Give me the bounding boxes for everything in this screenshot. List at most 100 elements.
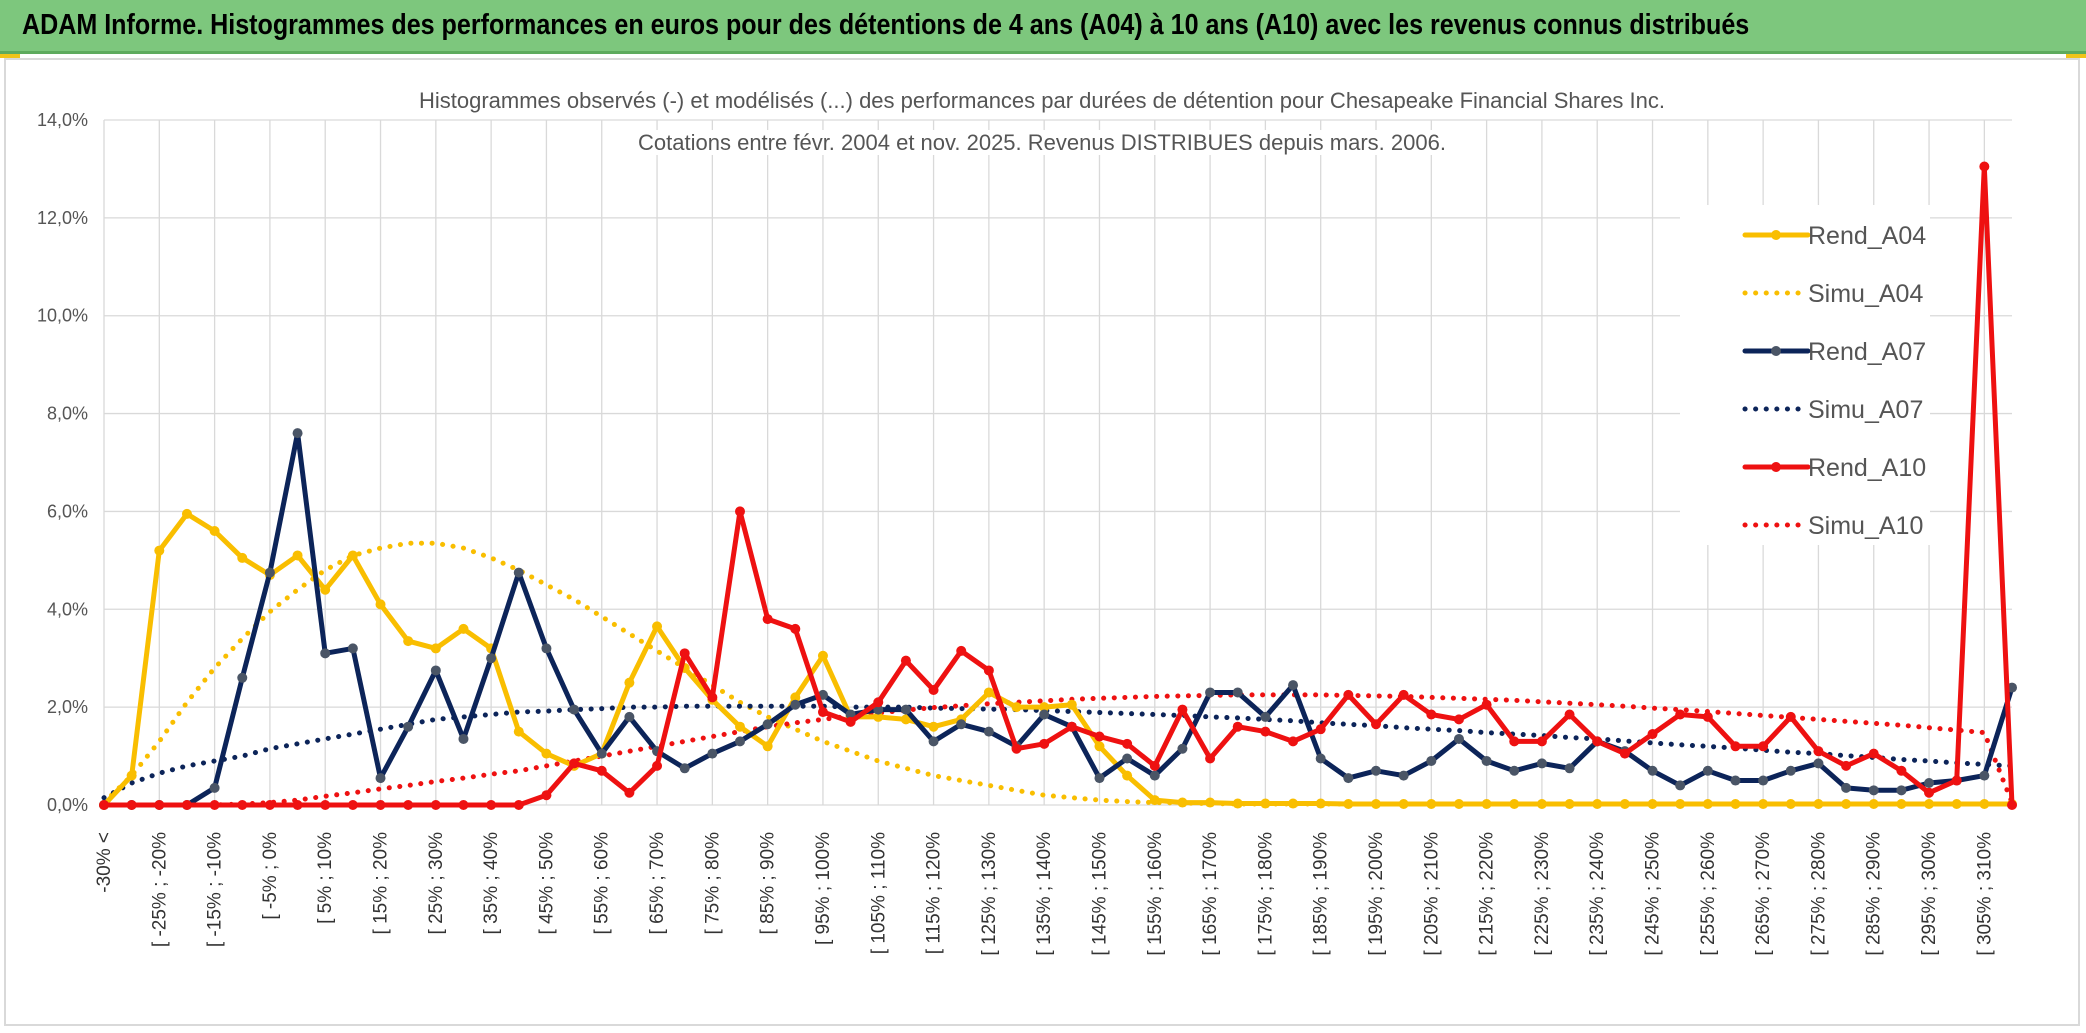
data-point-rend_a07	[347, 643, 358, 654]
data-point-rend_a04	[1453, 799, 1464, 810]
data-point-rend_a07	[1702, 765, 1713, 776]
data-point-rend_a10	[1481, 699, 1492, 710]
data-point-rend_a10	[652, 760, 663, 771]
x-tick-label: [ 185% ; 190%	[1311, 832, 1332, 956]
x-tick-label: [ 255% ; 260%	[1698, 832, 1719, 956]
chart-subtitle: Cotations entre févr. 2004 et nov. 2025.…	[638, 130, 1446, 155]
data-point-rend_a04	[1371, 799, 1381, 810]
data-point-rend_a04	[1675, 799, 1686, 810]
data-point-rend_a07	[1149, 770, 1160, 781]
x-tick-label: -30% <	[94, 832, 115, 893]
data-point-rend_a07	[1205, 687, 1216, 698]
data-point-rend_a10	[1896, 765, 1907, 776]
data-point-rend_a10	[264, 800, 275, 810]
series-line-rend_a04	[101, 511, 2015, 808]
data-point-rend_a04	[790, 692, 801, 703]
x-tick-label: [ 95% ; 100%	[813, 832, 834, 945]
data-point-rend_a07	[928, 736, 939, 747]
x-tick-label: [ 305% ; 310%	[1974, 832, 1995, 956]
data-point-rend_a04	[1177, 797, 1188, 808]
data-point-rend_a07	[790, 699, 801, 710]
x-tick-label: [ 115% ; 120%	[924, 832, 945, 954]
data-point-rend_a07	[1288, 680, 1299, 691]
data-point-rend_a10	[347, 800, 358, 810]
data-point-rend_a10	[1813, 746, 1824, 757]
y-tick-label: 14,0%	[37, 110, 88, 130]
data-point-rend_a04	[237, 552, 248, 563]
y-tick-label: 6,0%	[47, 501, 88, 521]
x-tick-label: [ 135% ; 140%	[1034, 832, 1055, 956]
data-point-rend_a07	[707, 748, 718, 759]
data-point-rend_a04	[873, 711, 884, 722]
x-tick-label: [ 15% ; 20%	[371, 832, 392, 935]
series-line-simu_a10	[101, 692, 2015, 808]
x-tick-label: [ 225% ; 230%	[1532, 832, 1553, 956]
x-tick-label: [ 285% ; 290%	[1864, 832, 1885, 956]
chart-frame	[4, 58, 2080, 1026]
data-point-rend_a10	[1536, 736, 1547, 747]
data-point-rend_a04	[1011, 702, 1022, 713]
data-point-rend_a04	[1232, 798, 1243, 809]
x-tick-label: [ -15% ; -10%	[205, 832, 226, 947]
title-background	[634, 130, 1450, 155]
data-point-rend_a04	[1149, 795, 1160, 806]
data-point-rend_a10	[569, 758, 580, 769]
data-point-rend_a10	[1564, 709, 1575, 720]
data-point-rend_a10	[209, 800, 220, 810]
data-point-rend_a04	[375, 599, 386, 610]
data-point-rend_a04	[1343, 799, 1354, 810]
x-tick-label: [ 165% ; 170%	[1200, 832, 1221, 956]
data-point-rend_a10	[1979, 161, 1990, 172]
data-point-rend_a10	[430, 800, 441, 810]
x-tick-label: [ 295% ; 300%	[1919, 832, 1940, 956]
data-point-rend_a07	[403, 721, 414, 732]
data-point-rend_a07	[1979, 770, 1990, 781]
data-point-rend_a04	[1288, 798, 1299, 809]
x-tick-label: [ 145% ; 150%	[1089, 832, 1110, 956]
data-point-rend_a04	[513, 726, 524, 737]
data-point-rend_a10	[928, 685, 939, 696]
data-point-rend_a04	[652, 621, 663, 632]
data-point-rend_a10	[458, 800, 469, 810]
data-point-rend_a07	[1647, 765, 1658, 776]
x-tick-label: [ 155% ; 160%	[1145, 832, 1166, 956]
data-point-rend_a10	[1951, 775, 1962, 786]
legend-label-rend_a07: Rend_A07	[1808, 338, 1926, 366]
data-point-rend_a04	[1564, 799, 1575, 810]
data-point-rend_a07	[1039, 709, 1050, 720]
data-point-rend_a07	[430, 665, 441, 676]
data-point-rend_a07	[264, 567, 275, 578]
x-tick-label: [ 195% ; 200%	[1366, 832, 1387, 956]
x-tick-label: [ 55% ; 60%	[592, 832, 613, 935]
y-tick-label: 10,0%	[37, 306, 88, 326]
series-line-simu_a04	[101, 540, 2015, 807]
data-point-rend_a04	[209, 526, 220, 536]
data-point-rend_a04	[1066, 699, 1077, 710]
y-tick-label: 8,0%	[47, 404, 88, 424]
x-tick-label: [ 25% ; 30%	[426, 832, 447, 935]
data-point-rend_a07	[1536, 758, 1547, 769]
data-point-rend_a04	[320, 584, 331, 595]
data-point-rend_a10	[1232, 721, 1243, 732]
data-point-rend_a07	[569, 704, 580, 715]
data-point-rend_a04	[1924, 799, 1935, 810]
y-tick-label: 0,0%	[47, 795, 88, 815]
data-point-rend_a04	[735, 721, 745, 732]
data-point-rend_a10	[2007, 800, 2017, 810]
data-point-rend_a04	[762, 741, 773, 752]
data-point-rend_a10	[1371, 719, 1381, 730]
x-tick-label: [ 235% ; 240%	[1587, 832, 1608, 956]
data-point-rend_a10	[1343, 689, 1354, 700]
data-point-rend_a07	[1232, 687, 1243, 698]
data-point-rend_a10	[154, 800, 165, 810]
data-point-rend_a10	[1260, 726, 1271, 737]
data-point-rend_a07	[1343, 773, 1354, 784]
data-point-rend_a04	[181, 508, 192, 519]
data-point-rend_a10	[900, 655, 911, 666]
data-point-rend_a07	[900, 704, 911, 715]
data-point-rend_a10	[1619, 748, 1630, 759]
data-point-rend_a04	[1813, 799, 1824, 810]
data-point-rend_a10	[817, 707, 828, 718]
data-point-rend_a07	[1896, 785, 1907, 796]
